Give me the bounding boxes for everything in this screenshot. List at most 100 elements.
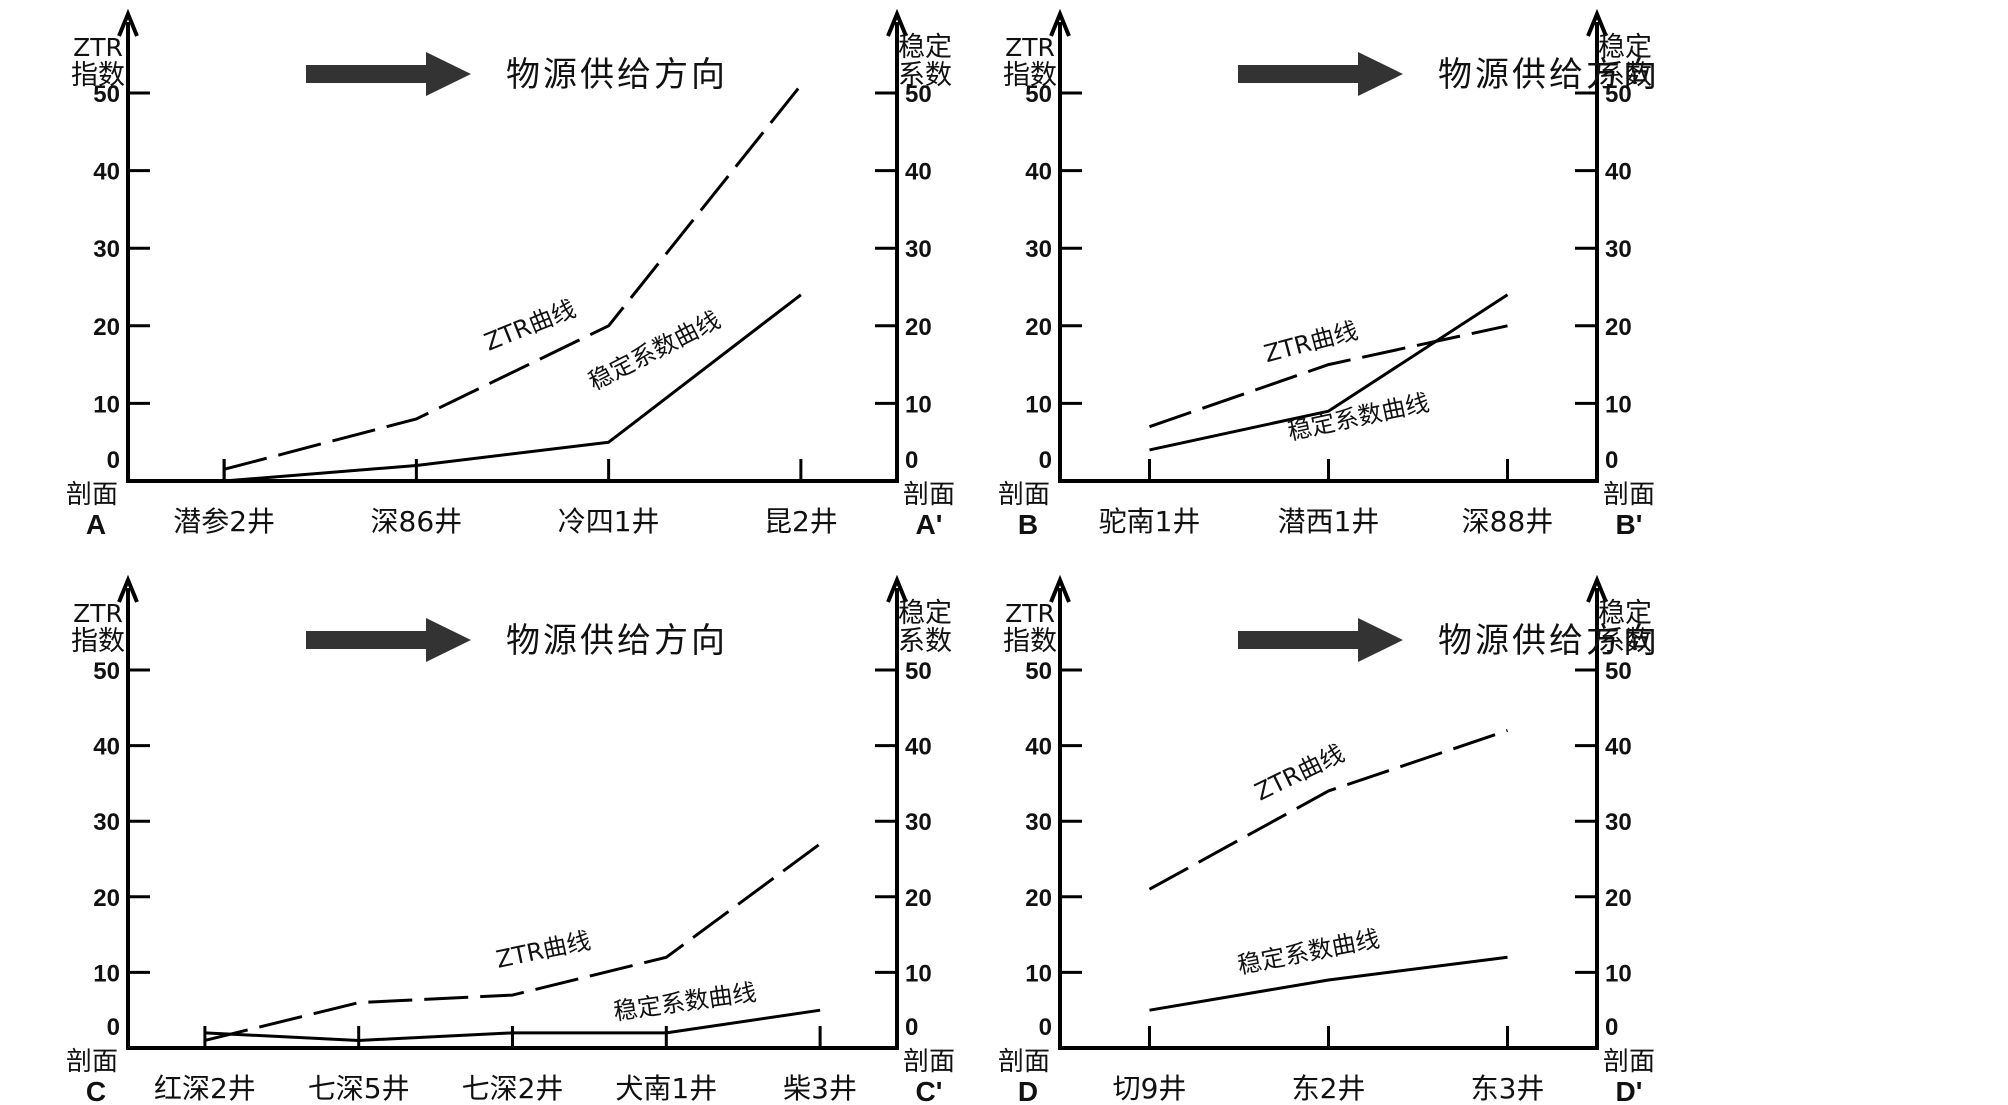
x-tick-label: 东2井 xyxy=(1292,1072,1366,1105)
supply-direction-arrow xyxy=(1238,52,1403,96)
left-y-tick-label: 10 xyxy=(93,391,120,418)
left-y-tick-label: 0 xyxy=(107,1014,120,1041)
left-y-tick-label: 40 xyxy=(1025,734,1052,761)
section-end-label: B' xyxy=(1616,509,1643,540)
right-y-tick-label: 20 xyxy=(905,314,932,341)
left-y-tick-label: 40 xyxy=(93,159,120,186)
supply-direction-label: 物源供给方向 xyxy=(506,621,728,661)
series-line-stability xyxy=(224,293,802,483)
x-tick-label: 潜参2井 xyxy=(173,505,275,538)
right-y-tick-label: 30 xyxy=(905,809,932,836)
right-y-tick-label: 40 xyxy=(1605,159,1632,186)
right-axis-arrow xyxy=(886,8,908,37)
x-tick-label: 七深2井 xyxy=(462,1072,564,1105)
right-axis-arrow xyxy=(886,574,908,603)
left-y-tick-label: 30 xyxy=(93,236,120,263)
section-label-right: 剖面 xyxy=(1603,1047,1655,1077)
right-y-tick-label: 50 xyxy=(905,81,932,108)
right-axis-title-line2: 系数 xyxy=(898,60,952,91)
left-y-tick-label: 10 xyxy=(1025,960,1052,987)
supply-direction-arrow xyxy=(306,618,471,662)
right-y-tick-label: 40 xyxy=(1605,734,1632,761)
left-y-tick-label: 30 xyxy=(1025,236,1052,263)
supply-direction-arrow xyxy=(1238,618,1403,662)
left-axis-title-line2: 指数 xyxy=(71,60,125,91)
x-tick-label: 红深2井 xyxy=(154,1072,256,1105)
right-y-tick-label: 30 xyxy=(1605,236,1632,263)
x-tick-label: 深88井 xyxy=(1462,505,1554,538)
section-start-label: C xyxy=(86,1076,106,1105)
left-y-tick-label: 50 xyxy=(1025,658,1052,685)
x-tick-label: 昆2井 xyxy=(764,505,838,538)
x-tick-label: 驼南1井 xyxy=(1099,505,1201,538)
right-y-tick-label: 50 xyxy=(1605,658,1632,685)
left-y-tick-label: 50 xyxy=(1025,81,1052,108)
right-y-tick-label: 30 xyxy=(905,236,932,263)
series-caption-stability: 稳定系数曲线 xyxy=(612,978,758,1026)
x-tick-label: 犬南1井 xyxy=(615,1072,717,1105)
right-y-tick-label: 10 xyxy=(905,391,932,418)
right-y-tick-label: 10 xyxy=(1605,391,1632,418)
left-y-tick-label: 30 xyxy=(1025,809,1052,836)
series-caption-stability: 稳定系数曲线 xyxy=(584,306,725,396)
left-y-tick-label: 10 xyxy=(1025,391,1052,418)
series-caption-stability: 稳定系数曲线 xyxy=(1235,925,1382,980)
left-y-tick-label: 40 xyxy=(1025,159,1052,186)
left-y-tick-label: 20 xyxy=(93,314,120,341)
section-end-label: D' xyxy=(1616,1076,1643,1105)
right-y-tick-label: 30 xyxy=(1605,809,1632,836)
x-tick-label: 潜西1井 xyxy=(1278,505,1380,538)
left-axis-title-line2: 指数 xyxy=(1003,60,1057,91)
series-line-ztr xyxy=(223,84,803,471)
series-caption-stability: 稳定系数曲线 xyxy=(1285,389,1432,446)
left-y-tick-label: 50 xyxy=(93,658,120,685)
series-caption-ztr: ZTR曲线 xyxy=(1250,739,1348,806)
left-y-tick-label: 20 xyxy=(1025,885,1052,912)
x-tick-label: 冷四1井 xyxy=(558,505,660,538)
left-y-tick-label: 0 xyxy=(1039,447,1052,474)
right-axis-title-line1: 稳定 xyxy=(1598,598,1652,629)
left-y-tick-label: 40 xyxy=(93,734,120,761)
x-tick-label: 柴3井 xyxy=(783,1072,857,1105)
x-tick-label: 七深5井 xyxy=(308,1072,410,1105)
left-axis-arrow xyxy=(117,8,139,37)
left-axis-arrow xyxy=(1049,8,1071,37)
left-axis-arrow xyxy=(117,574,139,603)
right-axis-title-line1: 稳定 xyxy=(898,32,952,63)
right-axis-title-line1: 稳定 xyxy=(898,598,952,629)
x-tick-label: 东3井 xyxy=(1471,1072,1545,1105)
section-label-left: 剖面 xyxy=(66,480,118,510)
section-label-right: 剖面 xyxy=(903,1047,955,1077)
right-axis-title-line2: 系数 xyxy=(1598,626,1652,657)
right-y-tick-label: 10 xyxy=(905,960,932,987)
left-y-tick-label: 20 xyxy=(1025,314,1052,341)
left-y-tick-label: 30 xyxy=(93,809,120,836)
right-axis-title-line1: 稳定 xyxy=(1598,32,1652,63)
left-y-tick-label: 20 xyxy=(93,885,120,912)
left-axis-title-line1: ZTR xyxy=(1005,599,1055,628)
section-start-label: B xyxy=(1018,509,1038,540)
x-tick-label: 切9井 xyxy=(1113,1072,1187,1105)
right-axis-arrow xyxy=(1586,574,1608,603)
right-y-tick-label: 40 xyxy=(905,734,932,761)
supply-direction-arrow xyxy=(306,52,471,96)
section-label-left: 剖面 xyxy=(998,1047,1050,1077)
x-tick-label: 深86井 xyxy=(371,505,463,538)
left-y-tick-label: 0 xyxy=(1039,1014,1052,1041)
right-y-tick-label: 20 xyxy=(905,885,932,912)
right-axis-arrow xyxy=(1586,8,1608,37)
series-caption-ztr: ZTR曲线 xyxy=(494,927,594,974)
left-axis-title-line1: ZTR xyxy=(73,599,123,628)
section-end-label: C' xyxy=(916,1076,943,1105)
supply-direction-label: 物源供给方向 xyxy=(506,55,728,95)
right-y-tick-label: 50 xyxy=(1605,81,1632,108)
left-axis-title-line1: ZTR xyxy=(1005,33,1055,62)
section-label-left: 剖面 xyxy=(998,480,1050,510)
section-start-label: D xyxy=(1018,1076,1038,1105)
supply-direction-label: 物源供给方向 xyxy=(1438,621,1660,661)
